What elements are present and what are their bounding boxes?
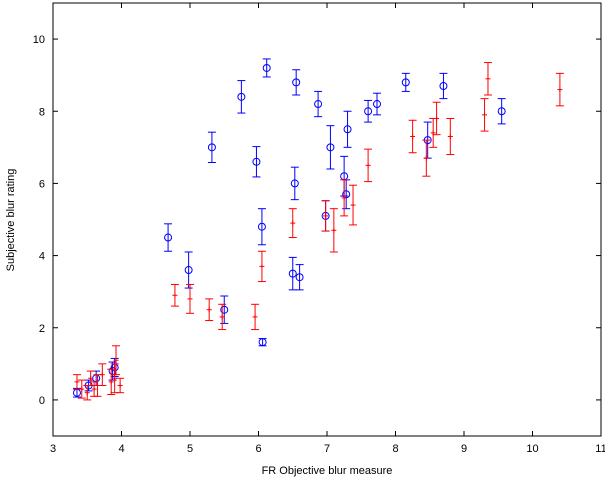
data-point: [364, 148, 373, 183]
circle-marker: [207, 143, 216, 152]
x-tick-label: 11: [595, 443, 605, 455]
data-point: [257, 208, 266, 246]
data-point: [446, 117, 455, 156]
data-point: [326, 125, 335, 170]
data-point: [83, 384, 92, 401]
data-point: [373, 92, 382, 116]
y-tick-label: 0: [39, 395, 45, 407]
data-point: [170, 283, 179, 307]
y-tick-label: 8: [39, 106, 45, 118]
x-tick-label: 8: [392, 443, 398, 455]
data-point: [364, 99, 373, 123]
y-tick-label: 4: [39, 251, 45, 263]
data-point: [288, 208, 297, 239]
x-axis-label: FR Objective blur measure: [262, 465, 393, 477]
data-point: [86, 370, 95, 386]
circle-marker: [439, 81, 448, 90]
data-point: [483, 62, 492, 96]
data-point: [497, 98, 506, 125]
data-point: [257, 250, 266, 283]
circle-marker: [288, 269, 297, 278]
x-tick-label: 10: [526, 443, 538, 455]
data-point: [98, 363, 107, 386]
data-point: [184, 251, 193, 289]
y-axis-ticks: 0 2 4 6 8 10: [33, 34, 601, 407]
data-point: [252, 146, 261, 178]
data-point: [77, 379, 86, 399]
plus-series: [72, 62, 564, 401]
y-tick-label: 6: [39, 178, 45, 190]
data-point: [329, 208, 338, 253]
circle-marker: [262, 63, 271, 72]
data-point: [112, 345, 121, 376]
x-tick-label: 3: [50, 443, 56, 455]
circle-marker: [290, 179, 299, 188]
data-point: [422, 139, 431, 177]
data-series: [72, 58, 564, 401]
circle-marker: [364, 107, 373, 116]
circle-marker: [326, 143, 335, 152]
x-tick-label: 5: [187, 443, 193, 455]
circle-marker: [237, 92, 246, 101]
data-point: [205, 298, 214, 322]
y-tick-label: 10: [33, 34, 45, 46]
x-tick-label: 6: [255, 443, 261, 455]
data-point: [164, 223, 173, 252]
data-point: [207, 131, 216, 163]
x-axis-ticks: 3 4 5 6 7 8 9 10 11: [50, 3, 605, 455]
data-point: [401, 72, 410, 92]
y-tick-label: 2: [39, 323, 45, 335]
data-point: [555, 72, 564, 107]
data-point: [107, 368, 116, 396]
data-point: [116, 377, 125, 394]
circle-marker: [184, 266, 193, 275]
data-point: [237, 80, 246, 114]
circle-marker: [292, 78, 301, 87]
x-tick-label: 7: [324, 443, 330, 455]
x-tick-label: 9: [461, 443, 467, 455]
circle-marker: [295, 273, 304, 282]
circle-marker: [314, 100, 323, 109]
data-point: [408, 119, 417, 154]
circle-marker: [257, 222, 266, 231]
circle-marker: [220, 305, 229, 314]
circle-marker: [497, 107, 506, 116]
data-point: [290, 166, 299, 201]
data-point: [314, 90, 323, 118]
data-point: [220, 295, 229, 324]
data-point: [186, 283, 194, 314]
data-point: [251, 303, 260, 331]
y-axis-label: Subjective blur rating: [5, 169, 17, 272]
data-point: [288, 256, 297, 291]
circle-marker: [164, 233, 173, 242]
data-point: [480, 98, 489, 132]
data-point: [258, 338, 267, 347]
data-point: [349, 184, 358, 226]
data-point: [262, 58, 271, 78]
data-point: [218, 303, 227, 331]
data-point: [72, 374, 81, 390]
data-point: [343, 110, 352, 148]
data-point: [292, 69, 301, 96]
circle-marker: [343, 125, 352, 134]
data-point: [295, 264, 304, 291]
x-tick-label: 4: [118, 443, 124, 455]
data-point: [439, 72, 448, 100]
data-point: [432, 101, 441, 136]
data-point: [340, 179, 349, 217]
data-point: [321, 200, 330, 232]
circle-marker: [373, 100, 382, 109]
circle-marker: [258, 338, 267, 347]
circle-marker: [401, 78, 410, 87]
circle-marker: [252, 157, 261, 166]
